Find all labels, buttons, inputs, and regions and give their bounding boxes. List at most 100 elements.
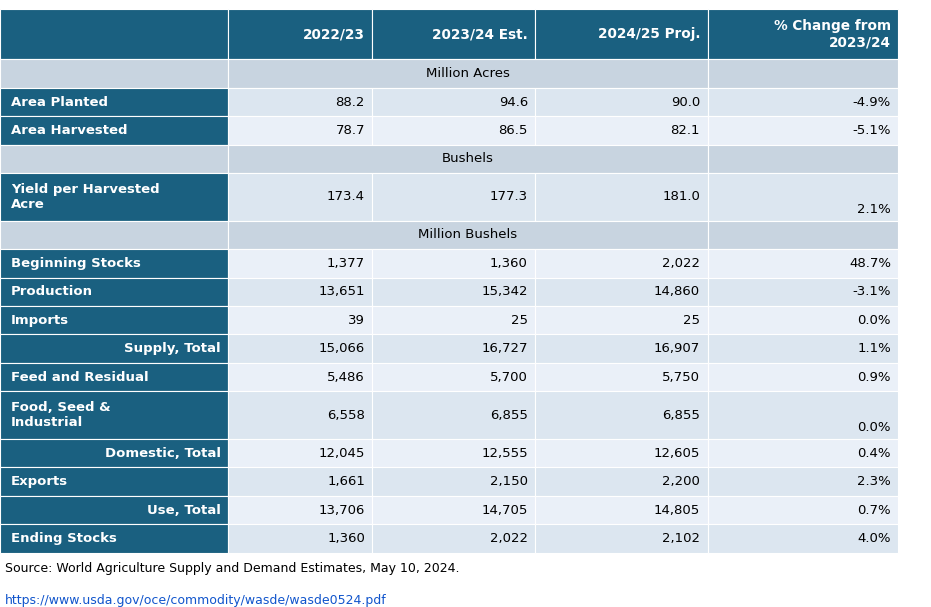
Text: 2,102: 2,102 — [662, 532, 700, 545]
Bar — [228, 9, 372, 59]
Bar — [708, 334, 898, 363]
Bar — [372, 524, 535, 553]
Text: 14,705: 14,705 — [481, 504, 528, 517]
Bar — [0, 144, 228, 173]
Bar — [0, 392, 228, 439]
Text: 0.4%: 0.4% — [857, 447, 891, 459]
Text: 0.7%: 0.7% — [857, 504, 891, 517]
Bar — [228, 524, 372, 553]
Text: 25: 25 — [511, 314, 528, 327]
Text: 5,486: 5,486 — [327, 371, 365, 384]
Bar — [535, 117, 708, 144]
Text: Bushels: Bushels — [442, 152, 493, 166]
Text: 1,360: 1,360 — [327, 532, 365, 545]
Text: 4.0%: 4.0% — [857, 532, 891, 545]
Bar — [372, 334, 535, 363]
Text: 5,750: 5,750 — [662, 371, 700, 384]
Bar — [228, 439, 372, 467]
Text: 6,855: 6,855 — [662, 409, 700, 422]
Bar — [0, 9, 228, 59]
Bar — [0, 306, 228, 334]
Bar — [535, 9, 708, 59]
Text: 2023/24 Est.: 2023/24 Est. — [432, 27, 528, 41]
Bar — [372, 306, 535, 334]
Bar — [228, 59, 708, 88]
Bar — [372, 88, 535, 117]
Text: -5.1%: -5.1% — [853, 124, 891, 137]
Text: 15,066: 15,066 — [318, 342, 365, 355]
Text: 6,558: 6,558 — [327, 409, 365, 422]
Text: 12,605: 12,605 — [654, 447, 700, 459]
Text: 0.9%: 0.9% — [857, 371, 891, 384]
Bar — [535, 392, 708, 439]
Text: -3.1%: -3.1% — [853, 285, 891, 298]
Bar — [372, 363, 535, 392]
Bar — [708, 467, 898, 496]
Text: https://www.usda.gov/oce/commodity/wasde/wasde0524.pdf: https://www.usda.gov/oce/commodity/wasde… — [5, 594, 386, 607]
Text: Exports: Exports — [11, 475, 68, 488]
Bar — [372, 117, 535, 144]
Bar — [708, 277, 898, 306]
Text: 1,661: 1,661 — [327, 475, 365, 488]
Bar — [708, 9, 898, 59]
Text: 14,860: 14,860 — [654, 285, 700, 298]
Text: 12,555: 12,555 — [481, 447, 528, 459]
Bar — [708, 88, 898, 117]
Text: 13,651: 13,651 — [318, 285, 365, 298]
Bar — [708, 173, 898, 220]
Bar — [0, 117, 228, 144]
Bar — [535, 467, 708, 496]
Bar — [708, 220, 898, 249]
Text: 82.1: 82.1 — [670, 124, 700, 137]
Bar — [0, 363, 228, 392]
Bar — [708, 117, 898, 144]
Bar — [708, 439, 898, 467]
Bar — [708, 306, 898, 334]
Text: % Change from
2023/24: % Change from 2023/24 — [774, 19, 891, 49]
Bar — [228, 88, 372, 117]
Bar — [708, 59, 898, 88]
Bar — [228, 249, 372, 277]
Bar — [228, 306, 372, 334]
Bar — [372, 277, 535, 306]
Bar — [535, 277, 708, 306]
Text: 94.6: 94.6 — [499, 95, 528, 109]
Text: Source: World Agriculture Supply and Demand Estimates, May 10, 2024.: Source: World Agriculture Supply and Dem… — [5, 561, 459, 575]
Bar — [535, 363, 708, 392]
Text: 39: 39 — [348, 314, 365, 327]
Text: Supply, Total: Supply, Total — [124, 342, 221, 355]
Text: 14,805: 14,805 — [654, 504, 700, 517]
Bar — [0, 467, 228, 496]
Bar — [228, 277, 372, 306]
Bar — [228, 220, 708, 249]
Bar — [708, 392, 898, 439]
Bar — [228, 496, 372, 524]
Text: 90.0: 90.0 — [671, 95, 700, 109]
Bar — [708, 363, 898, 392]
Text: 2024/25 Proj.: 2024/25 Proj. — [598, 27, 700, 41]
Text: Million Bushels: Million Bushels — [418, 228, 518, 242]
Text: Million Acres: Million Acres — [425, 67, 510, 80]
Bar — [228, 173, 372, 220]
Text: Area Planted: Area Planted — [11, 95, 108, 109]
Text: 25: 25 — [683, 314, 700, 327]
Bar — [0, 249, 228, 277]
Text: 0.0%: 0.0% — [857, 421, 891, 434]
Bar — [708, 249, 898, 277]
Text: 173.4: 173.4 — [327, 191, 365, 203]
Text: 2,150: 2,150 — [490, 475, 528, 488]
Bar — [372, 9, 535, 59]
Text: Imports: Imports — [11, 314, 69, 327]
Text: 2.3%: 2.3% — [857, 475, 891, 488]
Text: 1.1%: 1.1% — [857, 342, 891, 355]
Bar — [372, 392, 535, 439]
Text: 13,706: 13,706 — [318, 504, 365, 517]
Bar — [0, 59, 228, 88]
Text: 1,360: 1,360 — [490, 257, 528, 270]
Bar — [0, 88, 228, 117]
Text: 6,855: 6,855 — [490, 409, 528, 422]
Bar — [535, 334, 708, 363]
Text: 16,907: 16,907 — [654, 342, 700, 355]
Bar — [0, 334, 228, 363]
Bar — [0, 220, 228, 249]
